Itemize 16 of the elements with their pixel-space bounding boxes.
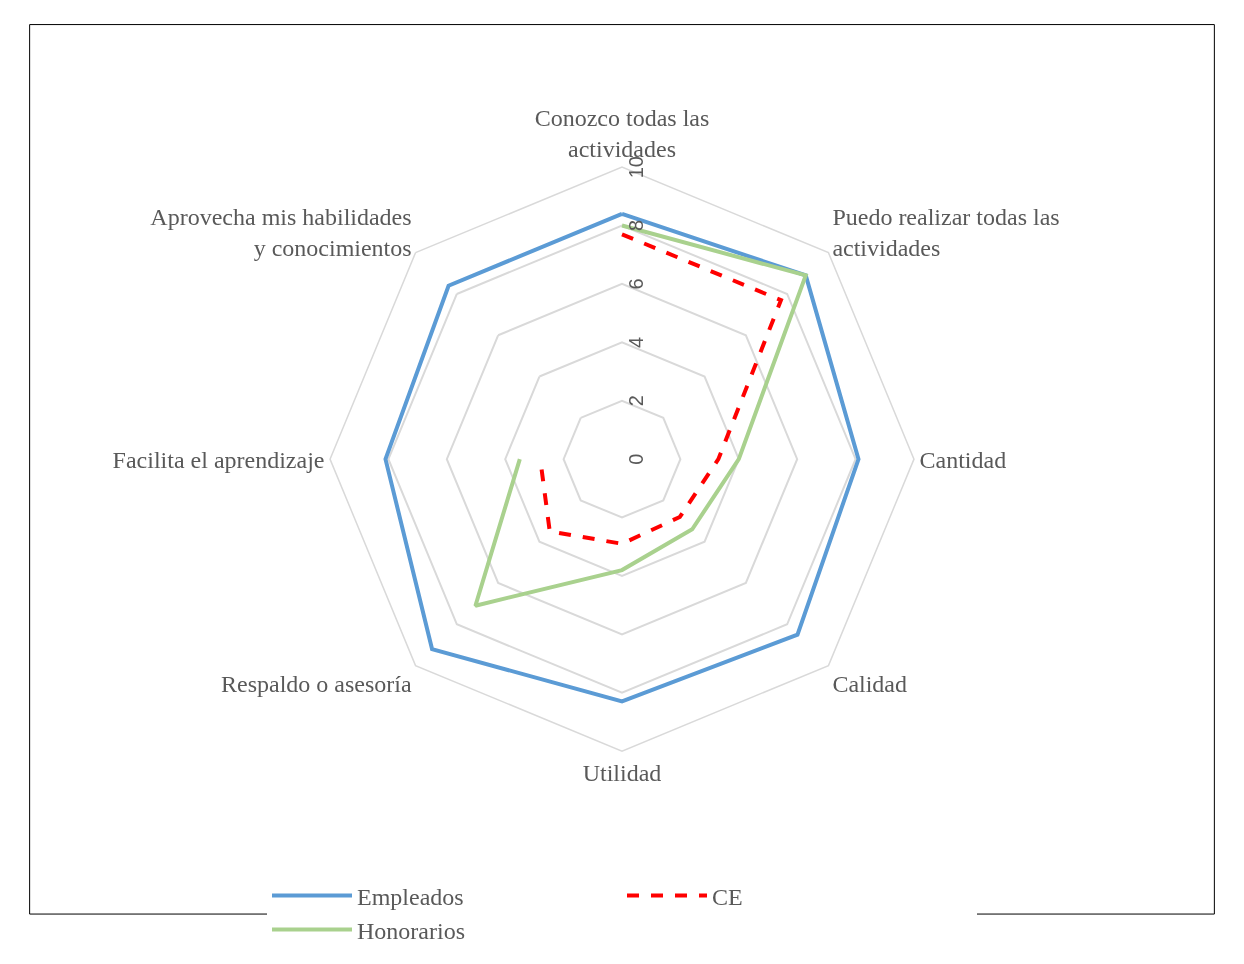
y-tick-label: 6 <box>624 278 647 290</box>
spoke-label: Facilita el aprendizaje <box>112 446 325 473</box>
spoke-label: Utilidad <box>582 759 662 786</box>
y-tick-label: 0 <box>624 453 647 465</box>
legend-label: Honorarios <box>357 917 465 944</box>
spoke-label: Cantidad <box>919 446 1007 473</box>
spoke-label: Calidad <box>832 671 908 698</box>
legend-label: CE <box>712 883 743 910</box>
spoke-label: Respaldo o asesoría <box>221 671 412 698</box>
legend-label: Empleados <box>357 883 464 910</box>
spoke-label: Puedo realizar todas las actividades <box>832 203 1060 261</box>
y-tick-label: 10 <box>624 156 647 179</box>
y-tick-label: 4 <box>624 336 647 348</box>
spoke-label: Aprovecha mis habilidades y conocimientos <box>150 203 412 261</box>
y-tick-label: 8 <box>624 219 647 232</box>
y-tick-label: 2 <box>624 395 647 407</box>
